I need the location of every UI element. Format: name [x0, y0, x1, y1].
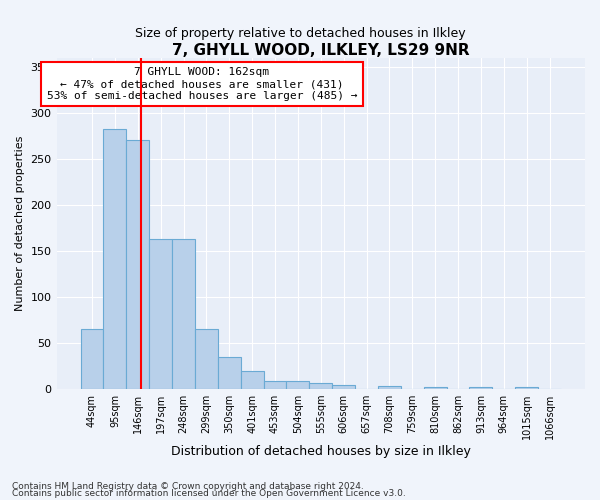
Text: Contains public sector information licensed under the Open Government Licence v3: Contains public sector information licen… [12, 490, 406, 498]
Text: 7 GHYLL WOOD: 162sqm
← 47% of detached houses are smaller (431)
53% of semi-deta: 7 GHYLL WOOD: 162sqm ← 47% of detached h… [47, 68, 357, 100]
Bar [195, 329, 218, 388]
Bar [332, 385, 355, 388]
Bar [103, 130, 127, 388]
Bar [378, 386, 401, 388]
Bar [149, 238, 172, 388]
Bar [218, 356, 241, 388]
Bar [515, 387, 538, 388]
Y-axis label: Number of detached properties: Number of detached properties [15, 136, 25, 311]
Bar [310, 383, 332, 388]
Bar [80, 329, 103, 388]
Bar [469, 387, 493, 388]
Bar [127, 140, 149, 388]
Bar [263, 382, 286, 388]
Bar [241, 371, 263, 388]
Bar [424, 387, 446, 388]
Bar [172, 238, 195, 388]
Text: Contains HM Land Registry data © Crown copyright and database right 2024.: Contains HM Land Registry data © Crown c… [12, 482, 364, 491]
X-axis label: Distribution of detached houses by size in Ilkley: Distribution of detached houses by size … [171, 444, 471, 458]
Text: Size of property relative to detached houses in Ilkley: Size of property relative to detached ho… [134, 28, 466, 40]
Title: 7, GHYLL WOOD, ILKLEY, LS29 9NR: 7, GHYLL WOOD, ILKLEY, LS29 9NR [172, 42, 470, 58]
Bar [286, 382, 310, 388]
